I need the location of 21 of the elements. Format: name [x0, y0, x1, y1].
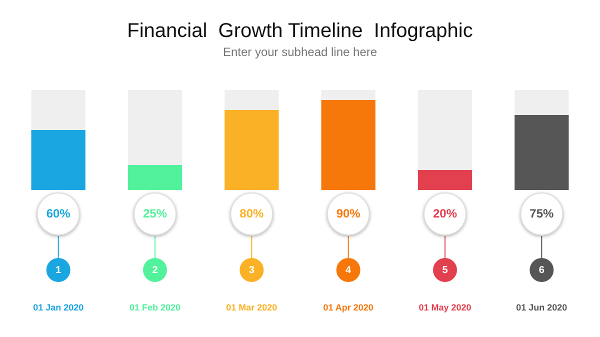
annotation: 2: [152, 264, 158, 276]
data-label: 90%: [336, 206, 361, 220]
data-label: 25%: [142, 206, 168, 220]
annotation: 5: [442, 264, 448, 276]
annotation: 3: [248, 264, 255, 276]
annotation: 6: [538, 264, 545, 276]
x-tick-label: 01 Apr 2020: [323, 302, 374, 312]
chart-title: Financial Growth Timeline Infographic: [126, 20, 474, 43]
chart-subtitle: Enter your subhead line here: [222, 45, 378, 59]
x-tick-label: 01 Jun 2020: [516, 302, 568, 312]
data-label: 80%: [240, 206, 264, 220]
data-label: 75%: [530, 206, 554, 220]
annotation: 1: [56, 264, 62, 276]
data-label: 20%: [432, 206, 458, 220]
x-tick-label: 01 May 2020: [418, 302, 472, 312]
x-tick-label: 01 Mar 2020: [226, 302, 278, 312]
x-tick-label: 01 Feb 2020: [129, 302, 181, 312]
annotation: 4: [346, 264, 352, 276]
x-tick-label: 01 Jan 2020: [33, 302, 84, 312]
bar: [418, 170, 472, 190]
data-label: 60%: [46, 206, 71, 220]
